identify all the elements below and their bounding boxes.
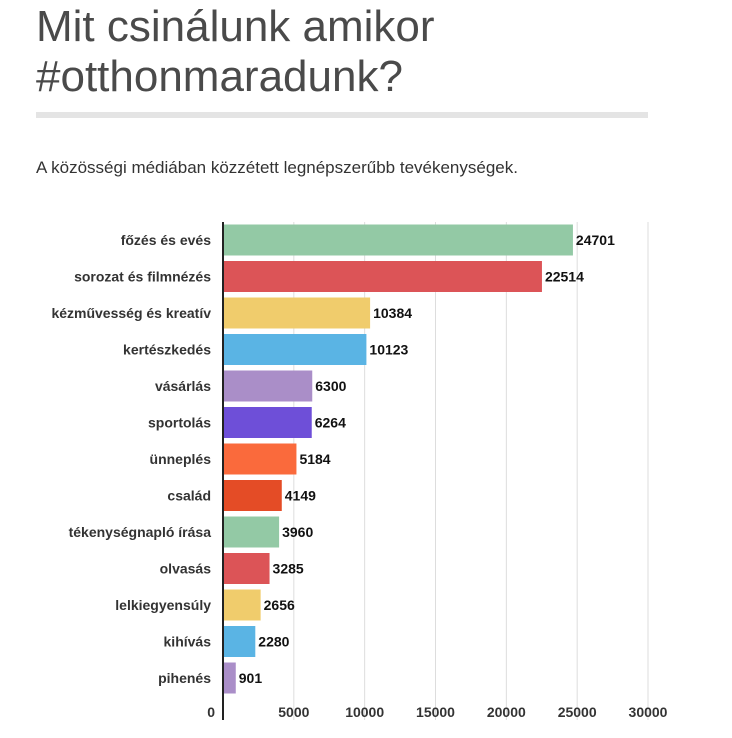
category-label: ünneplés (150, 451, 212, 467)
title-divider (36, 112, 648, 118)
bar (223, 224, 573, 256)
category-label: sorozat és filmnézés (74, 269, 211, 285)
x-tick-label: 5000 (278, 704, 309, 720)
bar (223, 553, 270, 584)
data-label: 2280 (258, 634, 289, 650)
x-tick-label: 15000 (416, 704, 455, 720)
category-label: kertészkedés (123, 342, 211, 358)
chart-title: Mit csinálunk amikor #otthonmaradunk? (36, 2, 435, 101)
bar (223, 516, 280, 548)
category-label: olvasás (160, 561, 212, 577)
x-tick-label: 0 (207, 704, 215, 720)
bar (223, 297, 371, 329)
data-label: 24701 (576, 232, 615, 248)
x-tick-label: 25000 (558, 704, 597, 720)
bar (223, 589, 261, 621)
category-label: sportolás (148, 415, 211, 431)
x-tick-label: 10000 (345, 704, 384, 720)
category-label: tékenységnapló írása (69, 524, 212, 540)
category-label: kihívás (164, 634, 212, 650)
data-label: 3285 (273, 561, 304, 577)
bar (223, 480, 282, 511)
category-label: kézművesség és kreatív (51, 305, 211, 321)
bar (223, 261, 542, 292)
bar (223, 626, 256, 657)
bar (223, 443, 297, 475)
data-label: 2656 (264, 597, 295, 613)
data-label: 3960 (282, 524, 313, 540)
data-label: 5184 (299, 451, 330, 467)
data-label: 6300 (315, 378, 346, 394)
x-tick-label: 30000 (629, 704, 668, 720)
category-label: pihenés (158, 670, 211, 686)
bar (223, 370, 313, 402)
data-label: 10384 (373, 305, 412, 321)
x-tick-label: 20000 (487, 704, 526, 720)
bar (223, 407, 312, 438)
data-label: 6264 (315, 415, 346, 431)
category-label: család (167, 488, 211, 504)
bar (223, 334, 367, 365)
data-label: 22514 (545, 269, 584, 285)
data-label: 4149 (285, 488, 316, 504)
category-label: lelkiegyensúly (115, 597, 211, 613)
chart-subtitle: A közösségi médiában közzétett legnépsze… (36, 158, 518, 177)
category-label: főzés és evés (121, 232, 211, 248)
data-label: 901 (239, 670, 263, 686)
bar (223, 662, 236, 694)
data-label: 10123 (369, 342, 408, 358)
category-label: vásárlás (155, 378, 211, 394)
